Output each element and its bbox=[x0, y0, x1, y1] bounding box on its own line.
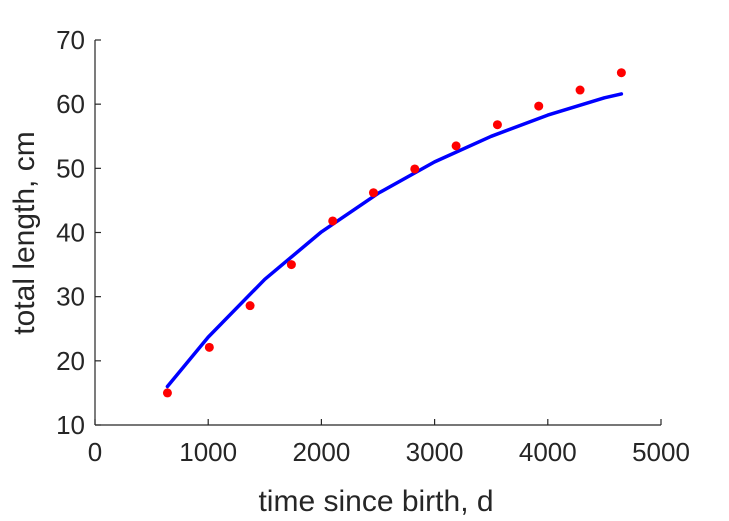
y-tick-label: 50 bbox=[56, 153, 85, 183]
y-tick-label: 30 bbox=[56, 282, 85, 312]
y-tick-label: 70 bbox=[56, 25, 85, 55]
data-point bbox=[410, 164, 420, 174]
x-tick-label: 1000 bbox=[179, 437, 237, 467]
x-tick-label: 0 bbox=[88, 437, 102, 467]
data-point bbox=[492, 120, 502, 130]
data-point bbox=[534, 101, 544, 111]
x-tick-label: 5000 bbox=[632, 437, 690, 467]
fit-curve-line bbox=[165, 92, 624, 389]
data-point bbox=[328, 216, 338, 226]
data-point bbox=[451, 141, 461, 151]
y-tick-label: 60 bbox=[56, 89, 85, 119]
y-tick-label: 20 bbox=[56, 346, 85, 376]
x-axis-label: time since birth, d bbox=[258, 485, 493, 518]
y-tick-label: 10 bbox=[56, 410, 85, 440]
data-point bbox=[204, 342, 214, 352]
y-axis-label: total length, cm bbox=[8, 131, 41, 334]
x-tick-label: 4000 bbox=[519, 437, 577, 467]
data-point bbox=[162, 388, 172, 398]
series-layer bbox=[162, 68, 626, 398]
data-point bbox=[286, 260, 296, 270]
data-point bbox=[575, 85, 585, 95]
x-tick-label: 2000 bbox=[292, 437, 350, 467]
axes bbox=[94, 40, 661, 426]
data-point bbox=[616, 68, 626, 78]
x-ticks: 0 1000 2000 3000 4000 5000 bbox=[88, 419, 690, 467]
data-point bbox=[245, 301, 255, 311]
y-tick-label: 40 bbox=[56, 218, 85, 248]
y-ticks: 10 20 30 40 50 60 70 bbox=[56, 25, 101, 440]
data-point bbox=[368, 188, 378, 198]
x-tick-label: 3000 bbox=[406, 437, 464, 467]
